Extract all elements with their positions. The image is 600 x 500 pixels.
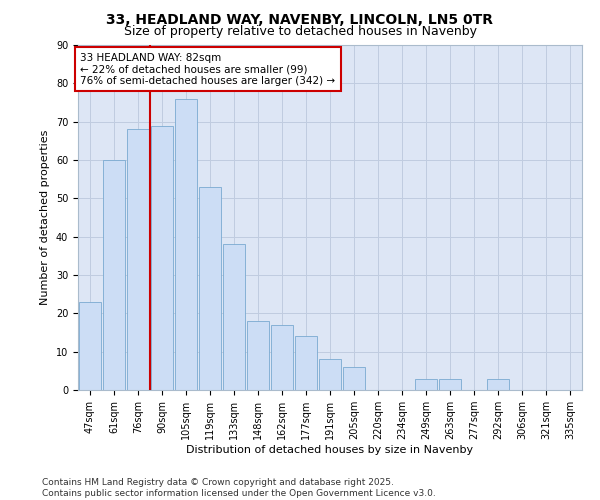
Bar — [151, 126, 173, 390]
Bar — [343, 367, 365, 390]
Bar — [175, 98, 197, 390]
Bar — [247, 321, 269, 390]
Bar — [415, 378, 437, 390]
Bar — [199, 187, 221, 390]
Y-axis label: Number of detached properties: Number of detached properties — [40, 130, 50, 305]
Bar — [319, 360, 341, 390]
Bar — [271, 325, 293, 390]
Bar — [103, 160, 125, 390]
Bar — [439, 378, 461, 390]
Bar — [295, 336, 317, 390]
Bar — [79, 302, 101, 390]
X-axis label: Distribution of detached houses by size in Navenby: Distribution of detached houses by size … — [187, 445, 473, 455]
Text: Size of property relative to detached houses in Navenby: Size of property relative to detached ho… — [124, 25, 476, 38]
Text: 33, HEADLAND WAY, NAVENBY, LINCOLN, LN5 0TR: 33, HEADLAND WAY, NAVENBY, LINCOLN, LN5 … — [107, 12, 493, 26]
Bar — [223, 244, 245, 390]
Text: 33 HEADLAND WAY: 82sqm
← 22% of detached houses are smaller (99)
76% of semi-det: 33 HEADLAND WAY: 82sqm ← 22% of detached… — [80, 52, 335, 86]
Text: Contains HM Land Registry data © Crown copyright and database right 2025.
Contai: Contains HM Land Registry data © Crown c… — [42, 478, 436, 498]
Bar — [487, 378, 509, 390]
Bar — [127, 130, 149, 390]
